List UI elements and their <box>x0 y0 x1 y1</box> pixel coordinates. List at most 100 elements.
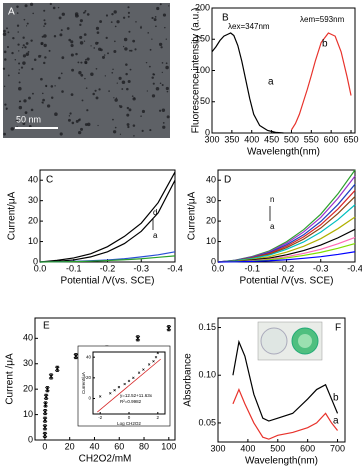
annotation: B <box>222 13 229 24</box>
tem-particle <box>147 32 149 34</box>
tem-particle <box>153 18 157 22</box>
tem-particle <box>113 50 117 54</box>
x-axis-label: CH2O2/mM <box>79 454 132 465</box>
tem-particle <box>18 81 21 84</box>
tem-particle <box>160 46 163 49</box>
y-tick-label: 200 <box>195 2 210 12</box>
x-tick-label: -0.2 <box>100 263 116 273</box>
tem-particle <box>113 10 117 14</box>
tem-particle <box>127 6 130 9</box>
tem-particle <box>29 2 34 7</box>
tem-particle <box>80 73 84 77</box>
tem-particle <box>166 115 170 119</box>
tem-particle <box>52 6 56 10</box>
tem-particle <box>71 121 75 125</box>
tem-particle <box>16 5 19 9</box>
tem-particle <box>126 87 129 91</box>
y-tick-label: 30 <box>28 195 38 205</box>
data-point <box>127 379 131 383</box>
y-tick-label: 10 <box>23 409 33 419</box>
data-point <box>45 386 50 393</box>
tem-particle <box>161 84 164 87</box>
y-tick-label: 40 <box>86 354 92 359</box>
tem-particle <box>131 95 134 98</box>
tem-particle <box>81 99 84 102</box>
tem-particle <box>108 90 110 92</box>
data-point <box>43 393 49 400</box>
tem-particle <box>17 31 19 33</box>
tem-particle <box>26 22 29 25</box>
tem-particle <box>129 68 132 71</box>
tem-particle <box>86 13 90 16</box>
tem-particle <box>84 61 88 65</box>
tem-particle <box>79 41 84 45</box>
tem-particle <box>124 47 128 51</box>
tem-particle <box>79 118 81 120</box>
tem-particle <box>99 20 103 23</box>
x-tick-label: 350 <box>224 134 239 144</box>
tem-particle <box>7 74 10 77</box>
series-line <box>290 32 352 131</box>
tem-particle <box>103 54 106 56</box>
tem-particle <box>114 25 117 28</box>
tem-particle <box>54 85 56 87</box>
data-point <box>132 376 135 380</box>
x-tick-label: 400 <box>240 443 255 453</box>
tem-particle <box>118 76 122 80</box>
annotation: E <box>43 321 50 332</box>
tem-particle <box>43 34 47 38</box>
tem-particle <box>86 109 89 112</box>
y-axis-label: Current/μA <box>187 191 198 240</box>
tem-particle <box>24 46 27 49</box>
y-tick-label: 10 <box>28 236 38 246</box>
tem-background <box>3 3 170 138</box>
tem-particle <box>98 88 101 91</box>
x-tick-label: 550 <box>304 134 319 144</box>
x-axis-label: Potential /V(vs. SCE) <box>240 276 334 287</box>
tem-particle <box>25 25 28 27</box>
tem-particle <box>140 115 142 117</box>
tem-particle <box>96 31 100 34</box>
tem-particle <box>161 108 166 112</box>
tem-particle <box>18 86 22 91</box>
annotation: λem=593nm <box>300 15 345 24</box>
tem-particle <box>116 82 118 84</box>
tem-particle <box>151 16 154 20</box>
data-point <box>98 395 102 398</box>
tem-particle <box>43 43 47 48</box>
tem-particle <box>45 85 48 88</box>
tem-particle <box>129 49 131 52</box>
tem-particle <box>18 72 20 74</box>
tem-particle <box>168 5 170 7</box>
tem-particle <box>22 61 26 65</box>
tem-particle <box>127 11 130 14</box>
tem-particle <box>69 112 72 115</box>
vial-left <box>260 327 288 355</box>
photo-inset <box>257 321 323 361</box>
data-point <box>156 351 160 355</box>
tem-particle <box>86 57 90 61</box>
tem-particle <box>134 48 137 51</box>
y-tick-label: 0 <box>205 127 210 137</box>
tem-particle <box>130 49 133 52</box>
y-tick-label: 0.15 <box>198 322 216 332</box>
y-axis-label: Current /μA <box>5 353 16 405</box>
tem-particle <box>146 90 148 92</box>
tem-particle <box>43 9 46 12</box>
tem-particle <box>127 15 130 18</box>
tem-particle <box>15 119 19 123</box>
annotation: F <box>335 323 341 334</box>
x-tick-label: 500 <box>284 134 299 144</box>
tem-particle <box>22 122 26 125</box>
tem-particle <box>50 85 54 88</box>
tem-particle <box>165 62 168 65</box>
tem-particle <box>158 109 162 112</box>
tem-particle <box>83 40 86 42</box>
data-point <box>152 360 155 363</box>
tem-particle <box>110 21 113 23</box>
tem-particle <box>119 105 123 109</box>
tem-particle <box>92 92 95 96</box>
tem-particle <box>21 46 24 49</box>
tem-particle <box>114 126 117 129</box>
tem-particle <box>126 113 130 117</box>
